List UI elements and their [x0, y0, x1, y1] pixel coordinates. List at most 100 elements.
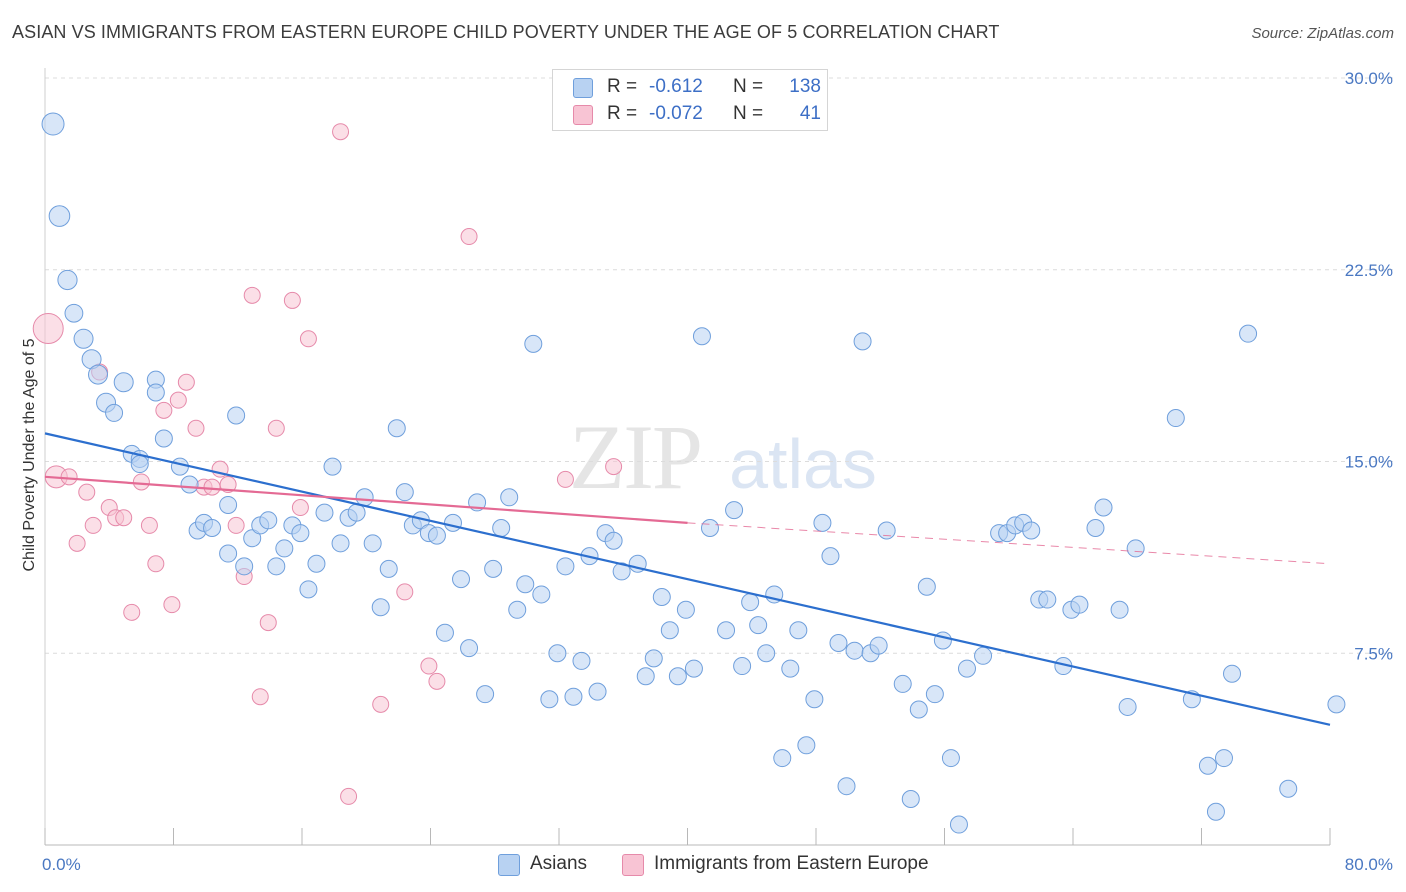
- trend-line-immigrants-extension: [687, 522, 1331, 565]
- data-point-asians: [1022, 521, 1041, 540]
- data-point-asians: [88, 364, 109, 385]
- data-point-immigrants: [163, 596, 181, 614]
- data-point-asians: [1327, 695, 1346, 714]
- data-point-asians: [331, 534, 350, 553]
- data-point-asians: [797, 736, 816, 755]
- data-point-asians: [725, 501, 744, 520]
- data-point-asians: [460, 639, 479, 658]
- watermark-atlas: atlas: [729, 425, 877, 503]
- data-point-asians: [154, 429, 173, 448]
- y-axis-label: Child Poverty Under the Age of 5: [21, 338, 38, 571]
- y-tick-label: 15.0%: [1345, 453, 1393, 472]
- data-point-asians: [636, 667, 655, 686]
- data-point-asians: [476, 685, 495, 704]
- data-point-asians: [612, 562, 631, 581]
- data-point-asians: [757, 644, 776, 663]
- data-point-asians: [829, 634, 848, 653]
- chart-title: ASIAN VS IMMIGRANTS FROM EASTERN EUROPE …: [12, 22, 1000, 42]
- data-point-asians: [941, 749, 960, 768]
- data-point-immigrants: [140, 516, 158, 534]
- series-asians: [41, 112, 1346, 834]
- data-point-asians: [146, 383, 165, 402]
- data-point-asians: [604, 531, 623, 550]
- data-point-asians: [901, 789, 920, 808]
- data-point-asians: [259, 511, 278, 530]
- data-point-asians: [1166, 409, 1185, 428]
- data-point-asians: [676, 600, 695, 619]
- data-point-asians: [492, 518, 511, 537]
- data-point-asians: [203, 518, 222, 537]
- data-point-asians: [1126, 539, 1145, 558]
- data-point-asians: [227, 406, 246, 425]
- legend-box: R = -0.612 N = 138 R = -0.072 N = 41: [552, 69, 828, 131]
- data-point-asians: [893, 674, 912, 693]
- data-point-asians: [1038, 590, 1057, 609]
- data-point-asians: [548, 644, 567, 663]
- data-point-asians: [500, 488, 519, 507]
- data-point-asians: [275, 539, 294, 558]
- data-point-asians: [660, 621, 679, 640]
- data-point-asians: [347, 503, 366, 522]
- data-point-asians: [267, 557, 286, 576]
- trend-lines: [44, 432, 1331, 726]
- data-point-asians: [524, 334, 543, 353]
- data-point-immigrants: [32, 313, 64, 345]
- data-point-asians: [869, 636, 888, 655]
- data-point-immigrants: [340, 787, 358, 805]
- data-point-asians: [516, 575, 535, 594]
- data-point-asians: [845, 641, 864, 660]
- data-point-immigrants: [115, 509, 133, 527]
- data-point-asians: [1070, 595, 1089, 614]
- legend-n-label: N =: [733, 103, 764, 124]
- data-point-asians: [307, 554, 326, 573]
- data-point-asians: [435, 623, 454, 642]
- data-point-asians: [508, 600, 527, 619]
- bottom-legend-label-asians: Asians: [530, 853, 588, 874]
- data-point-asians: [668, 667, 687, 686]
- data-point-immigrants: [251, 688, 269, 706]
- data-point-immigrants: [68, 534, 86, 552]
- data-point-asians: [909, 700, 928, 719]
- data-point-asians: [644, 649, 663, 668]
- data-point-asians: [363, 534, 382, 553]
- data-point-asians: [1279, 779, 1298, 798]
- data-point-asians: [781, 659, 800, 678]
- data-point-asians: [749, 616, 768, 635]
- data-point-asians: [387, 419, 406, 438]
- y-tick-label: 22.5%: [1345, 261, 1393, 280]
- data-point-asians: [219, 495, 238, 514]
- data-point-asians: [564, 687, 583, 706]
- data-point-asians: [170, 457, 189, 476]
- data-point-immigrants: [227, 516, 245, 534]
- data-point-asians: [1118, 697, 1137, 716]
- bottom-legend-swatch-asians: [498, 854, 520, 876]
- data-point-asians: [700, 518, 719, 537]
- data-point-asians: [235, 557, 254, 576]
- data-point-asians: [64, 303, 84, 323]
- data-point-asians: [1214, 749, 1233, 768]
- data-point-asians: [974, 646, 993, 665]
- data-point-immigrants: [396, 583, 414, 601]
- data-point-immigrants: [332, 123, 350, 141]
- data-point-asians: [853, 332, 872, 351]
- data-point-asians: [484, 559, 503, 578]
- data-point-asians: [73, 328, 94, 349]
- data-point-immigrants: [259, 614, 277, 632]
- legend-r-value-immigrants: -0.072: [649, 103, 703, 124]
- data-point-asians: [180, 475, 199, 494]
- data-point-asians: [556, 557, 575, 576]
- data-point-asians: [355, 488, 374, 507]
- data-point-asians: [1206, 802, 1225, 821]
- source-label: Source: ZipAtlas.com: [1251, 25, 1394, 42]
- data-point-immigrants: [283, 291, 301, 309]
- data-point-immigrants: [147, 555, 165, 573]
- data-point-immigrants: [123, 603, 141, 621]
- data-point-asians: [1223, 664, 1242, 683]
- data-point-immigrants: [267, 419, 285, 437]
- data-point-asians: [949, 815, 968, 834]
- data-point-asians: [1094, 498, 1113, 517]
- watermark: ZIP atlas: [569, 406, 877, 508]
- data-point-asians: [773, 749, 792, 768]
- data-point-asians: [532, 585, 551, 604]
- legend-n-value-asians: 138: [789, 76, 821, 97]
